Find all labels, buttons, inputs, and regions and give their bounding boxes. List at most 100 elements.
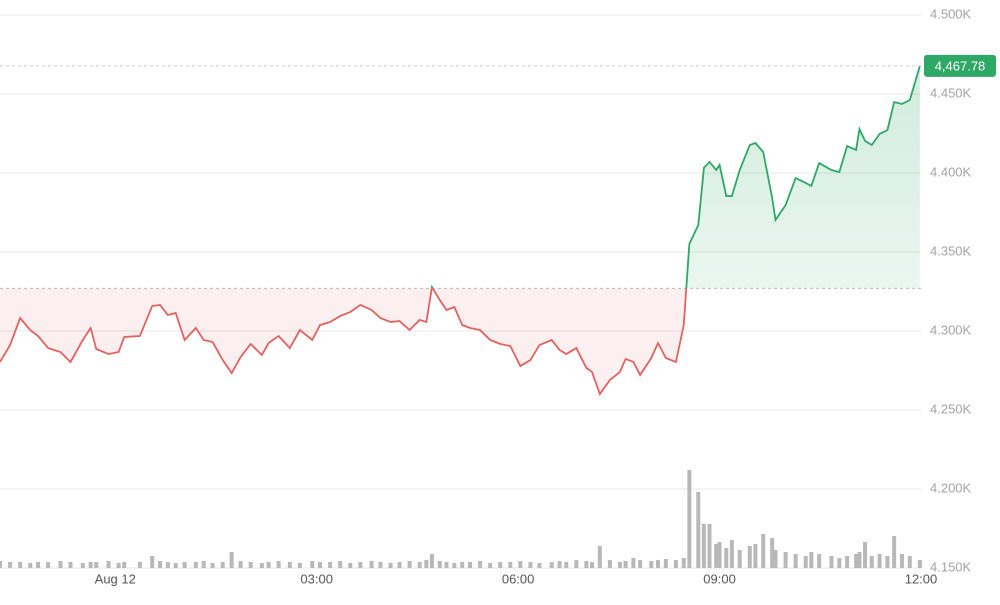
volume-bar [857,552,862,568]
volume-bar [193,562,198,568]
volume-bar [297,563,302,568]
last-price-label: 4,467.78 [935,58,986,73]
volume-bar [150,556,155,568]
volume-bar [793,554,798,568]
last-price-box [924,54,996,77]
volume-bar [907,556,912,568]
volume-bar [417,562,422,568]
volume-bar [687,470,692,568]
volume-bar [863,542,868,568]
volume-bar [238,561,243,568]
y-tick-label: 4.500K [930,6,972,21]
volume-bar [116,563,121,568]
volume-bar [809,552,814,568]
x-tick-label: Aug 12 [95,571,136,586]
area-down [0,288,920,395]
volume-bar [210,563,215,568]
volume-bar [638,560,643,568]
x-tick-label: 03:00 [300,571,333,586]
volume-bar [707,524,712,568]
volume-bar [714,544,719,568]
volume-bar [407,561,412,568]
volume-bar [94,562,99,568]
volume-bar [885,556,890,568]
volume-bar [328,562,333,568]
volume-bar [0,561,2,568]
volume-bar [696,492,701,568]
volume-bar [917,560,922,568]
volume-bar [478,561,483,568]
volume-bar [623,561,628,568]
volume-bar [137,562,142,568]
volume-bar [783,552,788,568]
volume-bar [310,561,315,568]
price-line-up [430,65,921,289]
volume-bar [877,554,882,568]
volume-bar [869,556,874,568]
volume-bar [488,563,493,568]
volume-bar [182,562,187,568]
volume-bar [220,562,225,568]
volume-bar [817,554,822,568]
volume-bar [397,562,402,568]
volume-bar [88,562,93,568]
volume-bar [369,561,374,568]
volume-bar [468,562,473,568]
volume-bar [597,546,602,568]
volume-bar [106,561,111,568]
volume-bar [747,546,752,568]
y-tick-label: 4.250K [930,401,972,416]
volume-bar [656,560,661,568]
volume-bar [845,556,850,568]
volume-bar [424,560,429,568]
price-line-down [0,288,688,396]
area-up [431,65,920,289]
volume-bar [498,562,503,568]
volume-bar [229,552,234,568]
volume-bar [584,561,589,568]
volume-bar [528,562,533,568]
volume-bar [508,562,513,568]
volume-bar [518,561,523,568]
volume-bar [607,560,612,568]
volume-bar [287,562,292,568]
volume-bar [574,560,579,568]
volume-bar [338,561,343,568]
volume-bar [378,562,383,568]
volume-bar [770,538,775,568]
y-tick-label: 4.450K [930,85,972,100]
volume-bar [36,562,41,568]
volume-bar [854,554,859,568]
y-tick-label: 4.200K [930,480,972,495]
x-tick-label: 06:00 [502,571,535,586]
volume-bar [549,562,554,568]
x-tick-label: 09:00 [703,571,736,586]
volume-bar [649,561,654,568]
volume-bar [201,561,206,568]
volume-bar [248,562,253,568]
volume-bar [358,562,363,568]
volume-bar [46,562,51,568]
x-tick-label: 12:00 [905,571,938,586]
last-price-tag: 4,467.78 [924,54,996,77]
volume-bar [729,540,734,568]
volume-bar [165,562,170,568]
volume-bar [173,563,178,568]
volume-bar [429,554,434,568]
volume-bar [460,562,465,568]
volume-bar [266,562,271,568]
volume-bar [829,556,834,568]
y-tick-label: 4.300K [930,322,972,337]
volume-bar [663,559,668,568]
volume-bar [58,561,63,568]
y-tick-label: 4.400K [930,164,972,179]
volume-bar [761,534,766,568]
volume-bar [318,562,323,568]
volume-bar [80,563,85,568]
volume-bar [589,562,594,568]
volume-bar [276,561,281,568]
volume-bar [452,563,457,568]
volume-bar [28,563,33,568]
